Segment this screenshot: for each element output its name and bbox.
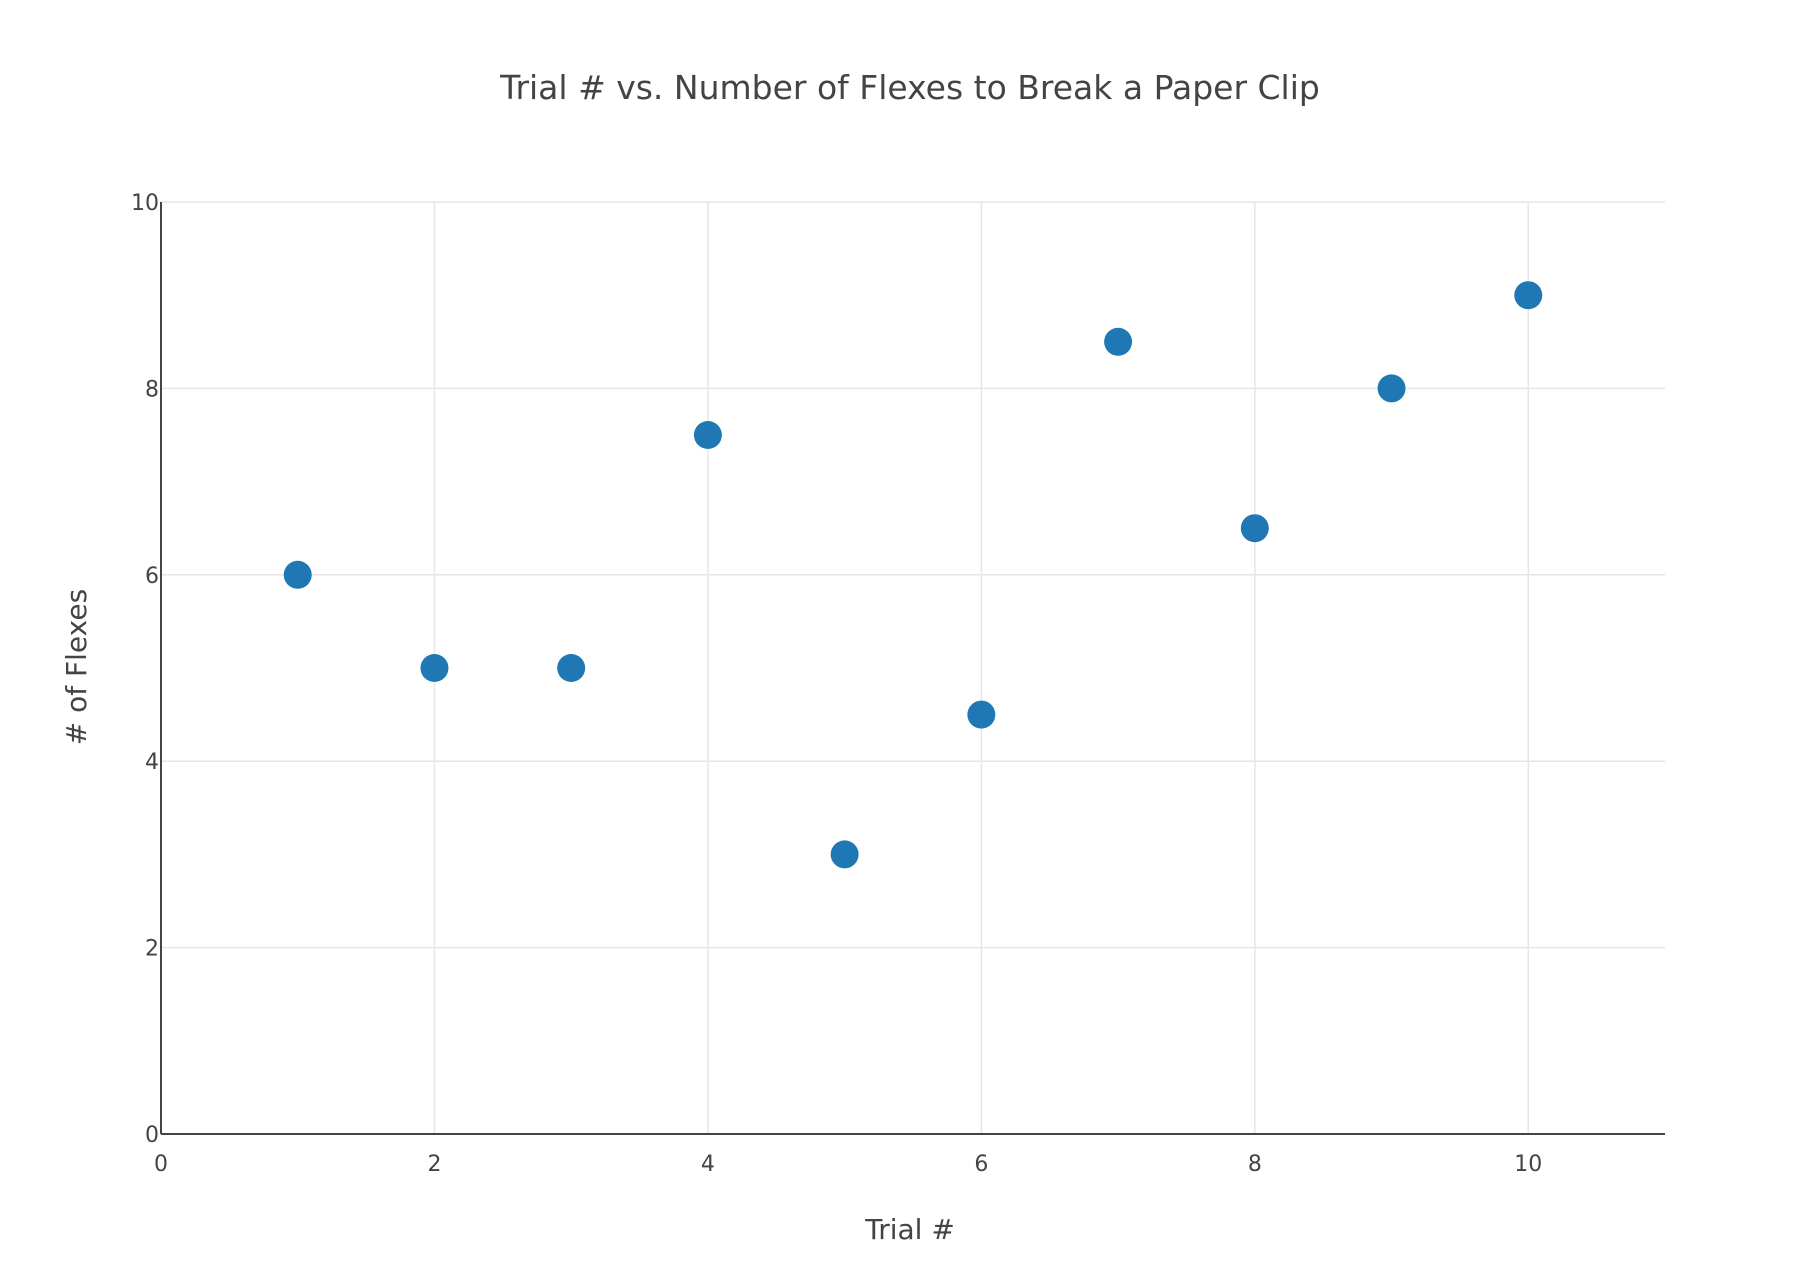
y-tick-label: 8 (145, 377, 159, 402)
tick-labels: 0 2 4 6 8 10 0 2 4 6 8 10 (131, 191, 1542, 1177)
y-axis-title: # of Flexes (60, 589, 93, 745)
data-point (830, 840, 859, 869)
data-point (283, 560, 312, 589)
data-point (1514, 281, 1543, 310)
x-tick-label: 0 (154, 1152, 168, 1177)
x-tick-label: 8 (1248, 1152, 1262, 1177)
x-tick-label: 2 (427, 1152, 441, 1177)
data-point (1240, 514, 1269, 543)
chart-title: Trial # vs. Number of Flexes to Break a … (499, 68, 1320, 107)
data-point (420, 654, 449, 682)
axes (160, 202, 1665, 1135)
data-point (1104, 327, 1133, 356)
data-point (1377, 374, 1406, 403)
grid-lines (161, 201, 1665, 1134)
y-tick-label: 10 (131, 191, 159, 216)
x-axis-title: Trial # (864, 1213, 955, 1246)
data-point (967, 700, 996, 729)
x-tick-label: 4 (701, 1152, 715, 1177)
x-tick-label: 6 (974, 1152, 988, 1177)
data-point (693, 421, 722, 449)
data-points (283, 281, 1543, 869)
y-tick-label: 0 (145, 1123, 159, 1148)
y-tick-label: 4 (145, 750, 159, 775)
y-tick-label: 2 (145, 937, 159, 962)
data-point (557, 654, 586, 682)
y-tick-label: 6 (145, 564, 159, 589)
x-tick-label: 10 (1514, 1152, 1542, 1177)
